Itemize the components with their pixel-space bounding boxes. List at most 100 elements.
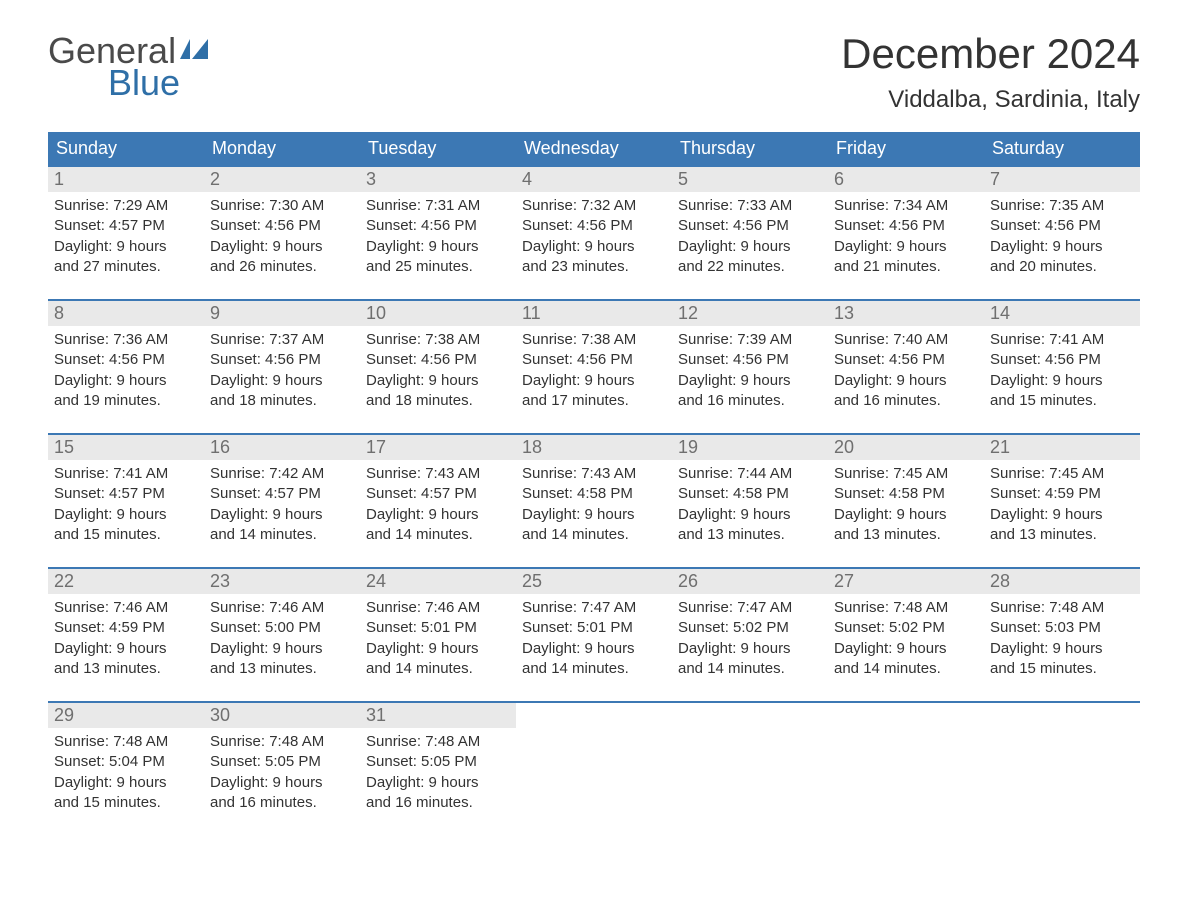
day-cell: 30Sunrise: 7:48 AMSunset: 5:05 PMDayligh… — [204, 703, 360, 817]
daylight-line-1: Daylight: 9 hours — [366, 505, 510, 525]
day-cell: 26Sunrise: 7:47 AMSunset: 5:02 PMDayligh… — [672, 569, 828, 683]
daylight-line-2: and 16 minutes. — [366, 793, 510, 813]
daylight-line-1: Daylight: 9 hours — [990, 505, 1134, 525]
day-cell: 2Sunrise: 7:30 AMSunset: 4:56 PMDaylight… — [204, 167, 360, 281]
day-cell: 3Sunrise: 7:31 AMSunset: 4:56 PMDaylight… — [360, 167, 516, 281]
daylight-line-1: Daylight: 9 hours — [54, 371, 198, 391]
weekday-header: Wednesday — [516, 132, 672, 165]
daylight-line-1: Daylight: 9 hours — [210, 237, 354, 257]
sunset-line: Sunset: 4:56 PM — [834, 216, 978, 236]
sunrise-line: Sunrise: 7:38 AM — [366, 330, 510, 350]
sunrise-line: Sunrise: 7:41 AM — [54, 464, 198, 484]
daylight-line-2: and 18 minutes. — [366, 391, 510, 411]
daylight-line-1: Daylight: 9 hours — [834, 639, 978, 659]
day-cell: 9Sunrise: 7:37 AMSunset: 4:56 PMDaylight… — [204, 301, 360, 415]
daylight-line-1: Daylight: 9 hours — [210, 773, 354, 793]
day-body: Sunrise: 7:48 AMSunset: 5:05 PMDaylight:… — [360, 728, 516, 817]
day-number: 5 — [672, 167, 828, 192]
daylight-line-1: Daylight: 9 hours — [990, 371, 1134, 391]
day-body: Sunrise: 7:41 AMSunset: 4:56 PMDaylight:… — [984, 326, 1140, 415]
day-number: 6 — [828, 167, 984, 192]
daylight-line-1: Daylight: 9 hours — [834, 237, 978, 257]
sunrise-line: Sunrise: 7:45 AM — [990, 464, 1134, 484]
month-title: December 2024 — [841, 30, 1140, 78]
weekday-header: Thursday — [672, 132, 828, 165]
sunset-line: Sunset: 5:03 PM — [990, 618, 1134, 638]
daylight-line-2: and 16 minutes. — [834, 391, 978, 411]
daylight-line-2: and 16 minutes. — [678, 391, 822, 411]
day-cell — [516, 703, 672, 817]
day-number: 20 — [828, 435, 984, 460]
sunset-line: Sunset: 4:57 PM — [54, 484, 198, 504]
sunrise-line: Sunrise: 7:33 AM — [678, 196, 822, 216]
day-number: 8 — [48, 301, 204, 326]
sunset-line: Sunset: 5:01 PM — [522, 618, 666, 638]
day-body: Sunrise: 7:38 AMSunset: 4:56 PMDaylight:… — [360, 326, 516, 415]
sunrise-line: Sunrise: 7:46 AM — [54, 598, 198, 618]
day-body: Sunrise: 7:43 AMSunset: 4:57 PMDaylight:… — [360, 460, 516, 549]
day-cell: 21Sunrise: 7:45 AMSunset: 4:59 PMDayligh… — [984, 435, 1140, 549]
day-cell: 31Sunrise: 7:48 AMSunset: 5:05 PMDayligh… — [360, 703, 516, 817]
daylight-line-2: and 14 minutes. — [678, 659, 822, 679]
daylight-line-2: and 26 minutes. — [210, 257, 354, 277]
daylight-line-1: Daylight: 9 hours — [210, 639, 354, 659]
daylight-line-2: and 27 minutes. — [54, 257, 198, 277]
day-cell: 1Sunrise: 7:29 AMSunset: 4:57 PMDaylight… — [48, 167, 204, 281]
day-body: Sunrise: 7:47 AMSunset: 5:01 PMDaylight:… — [516, 594, 672, 683]
day-cell: 23Sunrise: 7:46 AMSunset: 5:00 PMDayligh… — [204, 569, 360, 683]
day-number: 30 — [204, 703, 360, 728]
day-cell: 16Sunrise: 7:42 AMSunset: 4:57 PMDayligh… — [204, 435, 360, 549]
daylight-line-2: and 13 minutes. — [678, 525, 822, 545]
day-body: Sunrise: 7:44 AMSunset: 4:58 PMDaylight:… — [672, 460, 828, 549]
sunrise-line: Sunrise: 7:48 AM — [54, 732, 198, 752]
daylight-line-2: and 14 minutes. — [522, 525, 666, 545]
daylight-line-2: and 13 minutes. — [210, 659, 354, 679]
sunrise-line: Sunrise: 7:48 AM — [366, 732, 510, 752]
day-number: 15 — [48, 435, 204, 460]
sunset-line: Sunset: 4:56 PM — [834, 350, 978, 370]
sunset-line: Sunset: 4:56 PM — [54, 350, 198, 370]
daylight-line-1: Daylight: 9 hours — [678, 639, 822, 659]
day-body: Sunrise: 7:47 AMSunset: 5:02 PMDaylight:… — [672, 594, 828, 683]
weekday-header: Tuesday — [360, 132, 516, 165]
day-cell: 13Sunrise: 7:40 AMSunset: 4:56 PMDayligh… — [828, 301, 984, 415]
day-cell: 18Sunrise: 7:43 AMSunset: 4:58 PMDayligh… — [516, 435, 672, 549]
daylight-line-2: and 22 minutes. — [678, 257, 822, 277]
daylight-line-2: and 14 minutes. — [834, 659, 978, 679]
day-number: 16 — [204, 435, 360, 460]
day-cell: 24Sunrise: 7:46 AMSunset: 5:01 PMDayligh… — [360, 569, 516, 683]
sunrise-line: Sunrise: 7:38 AM — [522, 330, 666, 350]
daylight-line-1: Daylight: 9 hours — [522, 237, 666, 257]
daylight-line-2: and 17 minutes. — [522, 391, 666, 411]
sunset-line: Sunset: 4:56 PM — [678, 350, 822, 370]
day-cell: 25Sunrise: 7:47 AMSunset: 5:01 PMDayligh… — [516, 569, 672, 683]
week-row: 1Sunrise: 7:29 AMSunset: 4:57 PMDaylight… — [48, 165, 1140, 281]
day-cell: 15Sunrise: 7:41 AMSunset: 4:57 PMDayligh… — [48, 435, 204, 549]
daylight-line-1: Daylight: 9 hours — [54, 639, 198, 659]
day-number: 9 — [204, 301, 360, 326]
day-number: 23 — [204, 569, 360, 594]
daylight-line-2: and 13 minutes. — [834, 525, 978, 545]
sunset-line: Sunset: 5:02 PM — [834, 618, 978, 638]
day-cell: 11Sunrise: 7:38 AMSunset: 4:56 PMDayligh… — [516, 301, 672, 415]
daylight-line-1: Daylight: 9 hours — [678, 371, 822, 391]
week-row: 22Sunrise: 7:46 AMSunset: 4:59 PMDayligh… — [48, 567, 1140, 683]
sunrise-line: Sunrise: 7:43 AM — [366, 464, 510, 484]
day-body: Sunrise: 7:48 AMSunset: 5:02 PMDaylight:… — [828, 594, 984, 683]
day-number: 19 — [672, 435, 828, 460]
sunrise-line: Sunrise: 7:44 AM — [678, 464, 822, 484]
daylight-line-1: Daylight: 9 hours — [366, 773, 510, 793]
day-body: Sunrise: 7:46 AMSunset: 5:01 PMDaylight:… — [360, 594, 516, 683]
day-number: 27 — [828, 569, 984, 594]
day-number: 25 — [516, 569, 672, 594]
daylight-line-2: and 15 minutes. — [990, 391, 1134, 411]
brand-part2: Blue — [108, 62, 180, 104]
header: General Blue December 2024 Viddalba, Sar… — [48, 30, 1140, 114]
sunrise-line: Sunrise: 7:32 AM — [522, 196, 666, 216]
sunrise-line: Sunrise: 7:36 AM — [54, 330, 198, 350]
day-body: Sunrise: 7:48 AMSunset: 5:05 PMDaylight:… — [204, 728, 360, 817]
day-cell: 27Sunrise: 7:48 AMSunset: 5:02 PMDayligh… — [828, 569, 984, 683]
day-body: Sunrise: 7:46 AMSunset: 5:00 PMDaylight:… — [204, 594, 360, 683]
day-body: Sunrise: 7:33 AMSunset: 4:56 PMDaylight:… — [672, 192, 828, 281]
daylight-line-2: and 14 minutes. — [210, 525, 354, 545]
